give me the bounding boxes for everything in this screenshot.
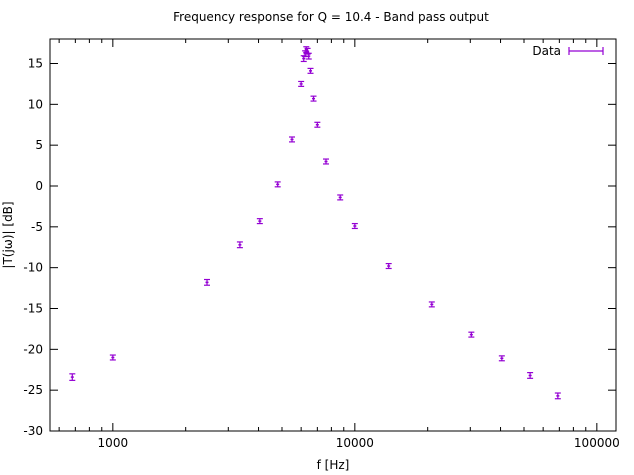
data-point xyxy=(304,47,311,55)
legend-label: Data xyxy=(532,44,561,58)
data-point xyxy=(527,372,534,379)
data-point xyxy=(298,80,305,87)
y-tick-label: -30 xyxy=(23,424,43,438)
data-point xyxy=(256,218,263,225)
legend: Data xyxy=(532,44,604,58)
y-tick-label: -5 xyxy=(31,220,43,234)
y-tick-label: 15 xyxy=(28,57,43,71)
data-point xyxy=(305,52,312,60)
chart-title: Frequency response for Q = 10.4 - Band p… xyxy=(173,10,489,24)
plot-frame xyxy=(49,38,617,432)
data-point xyxy=(69,373,76,381)
data-point xyxy=(289,136,296,143)
x-tick-label: 10000 xyxy=(336,436,374,450)
data-point xyxy=(274,181,281,188)
data-point xyxy=(307,67,314,74)
x-axis: 1000 10000 100000 xyxy=(58,39,620,450)
data-point xyxy=(337,194,344,201)
data-point xyxy=(204,278,211,286)
data-point xyxy=(498,355,505,362)
data-point xyxy=(351,222,358,230)
data-point xyxy=(468,331,475,338)
data-point xyxy=(385,262,392,270)
data-point xyxy=(310,95,317,102)
x-tick-label: 1000 xyxy=(98,436,129,450)
x-axis-label: f [Hz] xyxy=(317,458,350,472)
data-point xyxy=(314,121,321,128)
y-axis-label: |T(jω)| [dB] xyxy=(1,201,15,268)
legend-errorbar-sample xyxy=(568,47,604,55)
data-point xyxy=(554,392,561,400)
data-point xyxy=(322,158,329,165)
data-point xyxy=(236,241,243,249)
data-point xyxy=(109,354,116,361)
y-axis: -30 -25 -20 -15 -10 -5 0 5 10 15 xyxy=(23,57,616,438)
y-tick-label: -20 xyxy=(23,342,43,356)
y-tick-label: 5 xyxy=(35,138,43,152)
data-series xyxy=(69,46,561,400)
y-tick-label: -10 xyxy=(23,261,43,275)
y-tick-label: 0 xyxy=(35,179,43,193)
y-tick-label: -15 xyxy=(23,302,43,316)
y-tick-label: 10 xyxy=(28,97,43,111)
y-tick-label: -25 xyxy=(23,383,43,397)
x-tick-label: 100000 xyxy=(574,436,620,450)
data-point xyxy=(428,301,435,308)
